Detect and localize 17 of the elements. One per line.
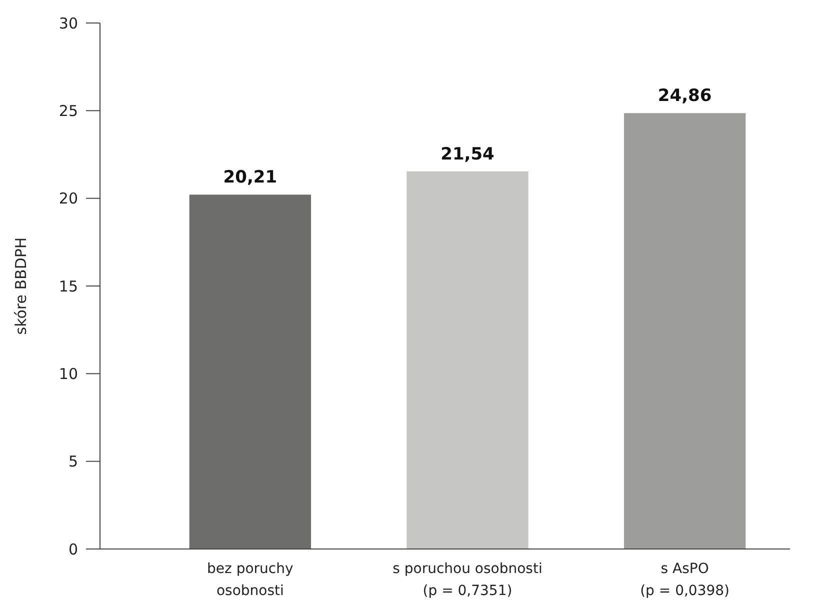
data-label: 21,54	[440, 144, 495, 164]
bar	[406, 171, 528, 549]
y-tick-label: 0	[68, 540, 78, 558]
x-tick-label: s poruchou osobnosti (p = 0,7351)	[392, 561, 542, 599]
y-tick-label: 25	[58, 102, 78, 120]
y-tick-label: 10	[58, 364, 78, 383]
y-axis-title: skóre BBDPH	[12, 237, 30, 335]
x-tick-label: bez poruchy osobnosti	[207, 561, 294, 599]
bar	[189, 194, 312, 549]
y-tick-label: 20	[58, 190, 78, 208]
y-tick-label: 15	[58, 277, 78, 296]
bar	[624, 113, 746, 549]
data-label: 24,86	[658, 86, 712, 106]
x-tick-label: s AsPO (p = 0,0398)	[640, 561, 730, 599]
data-label: 20,21	[223, 168, 278, 188]
y-tick-label: 30	[58, 14, 78, 32]
y-tick-label: 5	[68, 452, 78, 471]
